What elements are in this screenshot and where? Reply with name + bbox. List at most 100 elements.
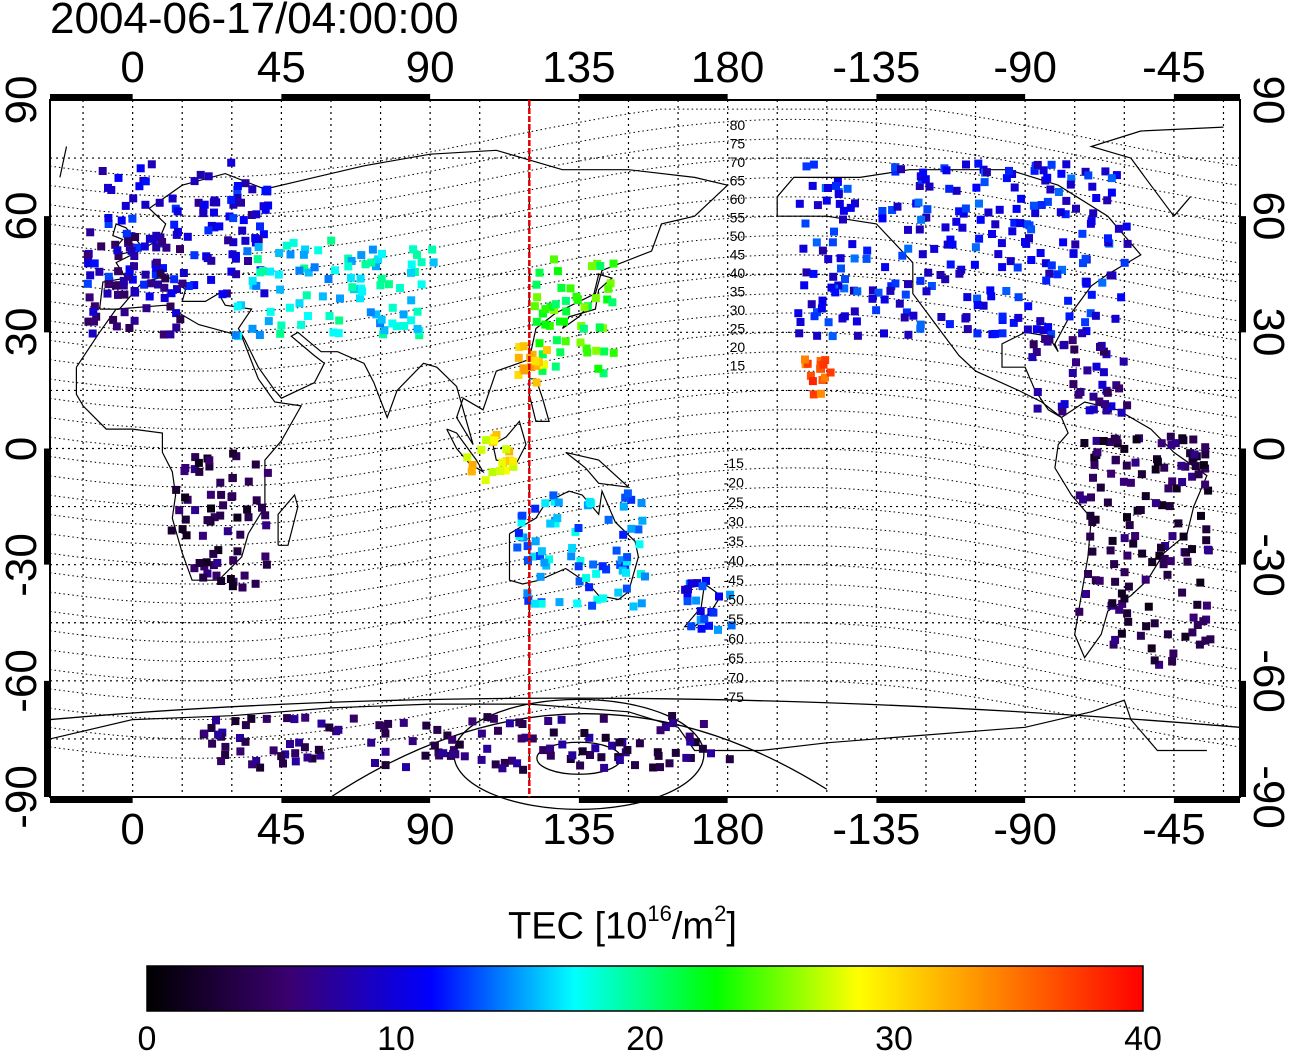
lon-tick-bottom: 45	[256, 805, 306, 854]
tec-cell	[656, 726, 665, 735]
tec-cell	[178, 525, 187, 534]
tec-cell	[698, 582, 707, 591]
tec-cell	[1202, 601, 1211, 610]
tec-cell	[1111, 577, 1120, 586]
tec-cell	[209, 549, 218, 558]
tec-cell	[170, 220, 179, 229]
tec-cell	[513, 543, 522, 552]
tec-cell	[1202, 536, 1211, 545]
tec-cell	[623, 489, 632, 498]
tec-cell	[114, 290, 122, 299]
tec-cell	[794, 309, 803, 318]
tec-cell	[372, 310, 381, 319]
tec-cell	[1150, 619, 1159, 628]
tec-cell	[519, 342, 528, 351]
tec-cell	[252, 281, 261, 290]
tec-cell	[538, 366, 547, 375]
tec-cell	[1161, 542, 1170, 550]
tec-cell	[198, 531, 207, 540]
tec-cell	[1002, 287, 1011, 295]
tec-cell	[582, 344, 591, 353]
tec-cell	[600, 763, 609, 772]
tec-cell	[523, 542, 532, 551]
tec-cell	[1059, 238, 1068, 247]
tec-cell	[1153, 457, 1162, 466]
tec-cell	[998, 263, 1007, 272]
tec-cell	[1083, 366, 1092, 375]
tec-cell	[483, 713, 492, 722]
tec-cell	[1043, 173, 1052, 182]
tec-cell	[259, 230, 268, 239]
coast-greenland	[59, 126, 1224, 217]
tec-cell	[904, 244, 913, 253]
tec-cell	[379, 330, 388, 339]
tec-cell	[97, 242, 106, 251]
tec-cell	[207, 221, 216, 230]
tec-cell	[1190, 450, 1199, 459]
tec-cell	[301, 245, 310, 254]
tec-cell	[221, 742, 230, 751]
tec-cell	[802, 162, 811, 171]
coast-north-america	[776, 169, 1142, 419]
tec-cell	[1107, 469, 1116, 478]
lon-tick-bottom: -135	[832, 805, 921, 854]
tec-cell	[891, 163, 900, 172]
tec-cell	[178, 279, 187, 288]
tec-cell	[821, 373, 829, 382]
tec-cell	[970, 260, 979, 269]
tec-cell	[809, 269, 818, 278]
tec-cell	[578, 747, 587, 756]
tec-cell	[936, 271, 945, 279]
tec-cell	[114, 252, 123, 260]
tec-cell	[514, 370, 523, 379]
tec-cell	[277, 752, 286, 761]
tec-cell	[649, 763, 658, 772]
tec-cell	[488, 468, 497, 477]
tec-cell	[1079, 495, 1087, 504]
tec-cell	[299, 250, 308, 259]
tec-cell	[661, 723, 670, 732]
tec-cell	[853, 287, 862, 296]
coast-eurasia	[99, 149, 729, 445]
tec-region-africa	[167, 449, 272, 592]
tec-cell	[1061, 210, 1070, 219]
tec-cell	[263, 468, 272, 477]
tec-cell	[535, 268, 544, 277]
tec-cell	[1089, 392, 1098, 401]
tec-cell	[238, 226, 247, 235]
tec-cell	[448, 735, 457, 744]
magnetic-latitude-labels: 80 75 70 65 60 55 50 45 40 35 30 25 20 15 -15 -20 -25 -30…	[724, 117, 746, 705]
tec-cell	[184, 282, 193, 290]
tec-cell	[963, 325, 972, 334]
tec-cell	[1096, 343, 1104, 351]
tec-cell	[1166, 557, 1175, 566]
tec-cell	[219, 501, 228, 510]
tec-cell	[481, 476, 490, 485]
tec-cell	[291, 749, 300, 758]
maglat-label: -40	[724, 553, 744, 569]
tec-cell	[1027, 256, 1036, 264]
tec-cell	[1081, 318, 1090, 327]
tec-cell	[1046, 185, 1055, 194]
tec-cell	[239, 216, 248, 225]
tec-cell	[915, 182, 924, 190]
tec-cell	[1117, 589, 1126, 598]
tec-cell	[972, 183, 981, 192]
tec-cell	[898, 251, 907, 260]
tec-cell	[155, 198, 164, 207]
tec-cell	[824, 318, 833, 327]
tec-cell	[133, 243, 142, 252]
tec-cell	[943, 240, 952, 249]
tec-cell	[566, 284, 575, 293]
tec-cell	[824, 184, 832, 192]
tec-cell	[702, 576, 710, 585]
tec-cell	[796, 318, 805, 326]
tec-cell	[251, 579, 260, 588]
tec-cell	[609, 348, 618, 357]
tec-cell	[380, 326, 389, 335]
tec-cell	[1117, 293, 1126, 302]
tec-cell	[218, 290, 227, 299]
tec-cell	[417, 258, 426, 267]
tec-cell	[715, 592, 723, 601]
tec-cell	[574, 524, 583, 532]
